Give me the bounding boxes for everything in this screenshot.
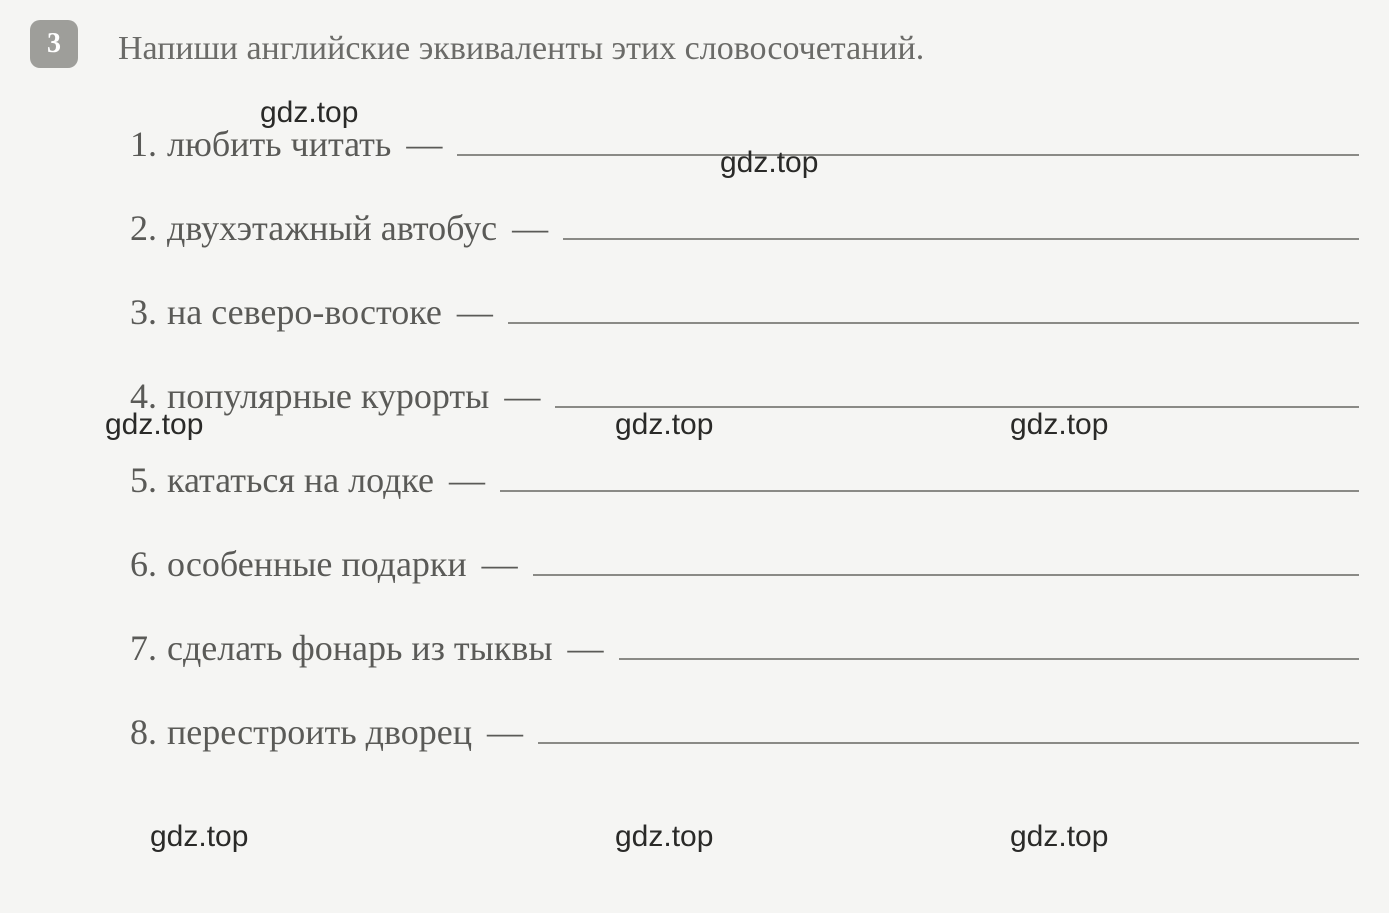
item-row: 5. кататься на лодке — bbox=[130, 459, 1359, 501]
answer-line[interactable] bbox=[563, 238, 1359, 240]
item-row: 4. популярные курорты — bbox=[130, 375, 1359, 417]
item-dash: — bbox=[457, 291, 493, 333]
item-number: 5. bbox=[130, 459, 157, 501]
item-row: 1. любить читать — bbox=[130, 123, 1359, 165]
items-container: 1. любить читать — 2. двухэтажный автобу… bbox=[30, 123, 1359, 753]
item-row: 6. особенные подарки — bbox=[130, 543, 1359, 585]
item-text: кататься на лодке bbox=[167, 459, 434, 501]
answer-line[interactable] bbox=[457, 154, 1359, 156]
item-number: 7. bbox=[130, 627, 157, 669]
item-number: 2. bbox=[130, 207, 157, 249]
item-text: сделать фонарь из тыквы bbox=[167, 627, 553, 669]
answer-line[interactable] bbox=[508, 322, 1359, 324]
exercise-title: Напиши английские эквиваленты этих слово… bbox=[118, 20, 924, 73]
item-row: 8. перестроить дворец — bbox=[130, 711, 1359, 753]
item-dash: — bbox=[568, 627, 604, 669]
item-number: 8. bbox=[130, 711, 157, 753]
item-text: популярные курорты bbox=[167, 375, 489, 417]
exercise-number-badge: 3 bbox=[30, 20, 78, 68]
item-text: любить читать bbox=[167, 123, 391, 165]
item-text: двухэтажный автобус bbox=[167, 207, 497, 249]
item-row: 2. двухэтажный автобус — bbox=[130, 207, 1359, 249]
answer-line[interactable] bbox=[619, 658, 1359, 660]
watermark-text: gdz.top bbox=[1010, 820, 1108, 854]
item-dash: — bbox=[504, 375, 540, 417]
item-number: 4. bbox=[130, 375, 157, 417]
item-text: на северо-востоке bbox=[167, 291, 442, 333]
item-number: 1. bbox=[130, 123, 157, 165]
item-dash: — bbox=[487, 711, 523, 753]
item-dash: — bbox=[406, 123, 442, 165]
answer-line[interactable] bbox=[538, 742, 1359, 744]
item-dash: — bbox=[449, 459, 485, 501]
item-dash: — bbox=[482, 543, 518, 585]
item-number: 3. bbox=[130, 291, 157, 333]
item-row: 3. на северо-востоке — bbox=[130, 291, 1359, 333]
answer-line[interactable] bbox=[533, 574, 1359, 576]
item-number: 6. bbox=[130, 543, 157, 585]
watermark-text: gdz.top bbox=[150, 820, 248, 854]
exercise-header: 3 Напиши английские эквиваленты этих сло… bbox=[30, 20, 1359, 73]
answer-line[interactable] bbox=[555, 406, 1359, 408]
item-text: перестроить дворец bbox=[167, 711, 472, 753]
item-text: особенные подарки bbox=[167, 543, 467, 585]
answer-line[interactable] bbox=[500, 490, 1359, 492]
watermark-text: gdz.top bbox=[615, 820, 713, 854]
item-row: 7. сделать фонарь из тыквы — bbox=[130, 627, 1359, 669]
item-dash: — bbox=[512, 207, 548, 249]
